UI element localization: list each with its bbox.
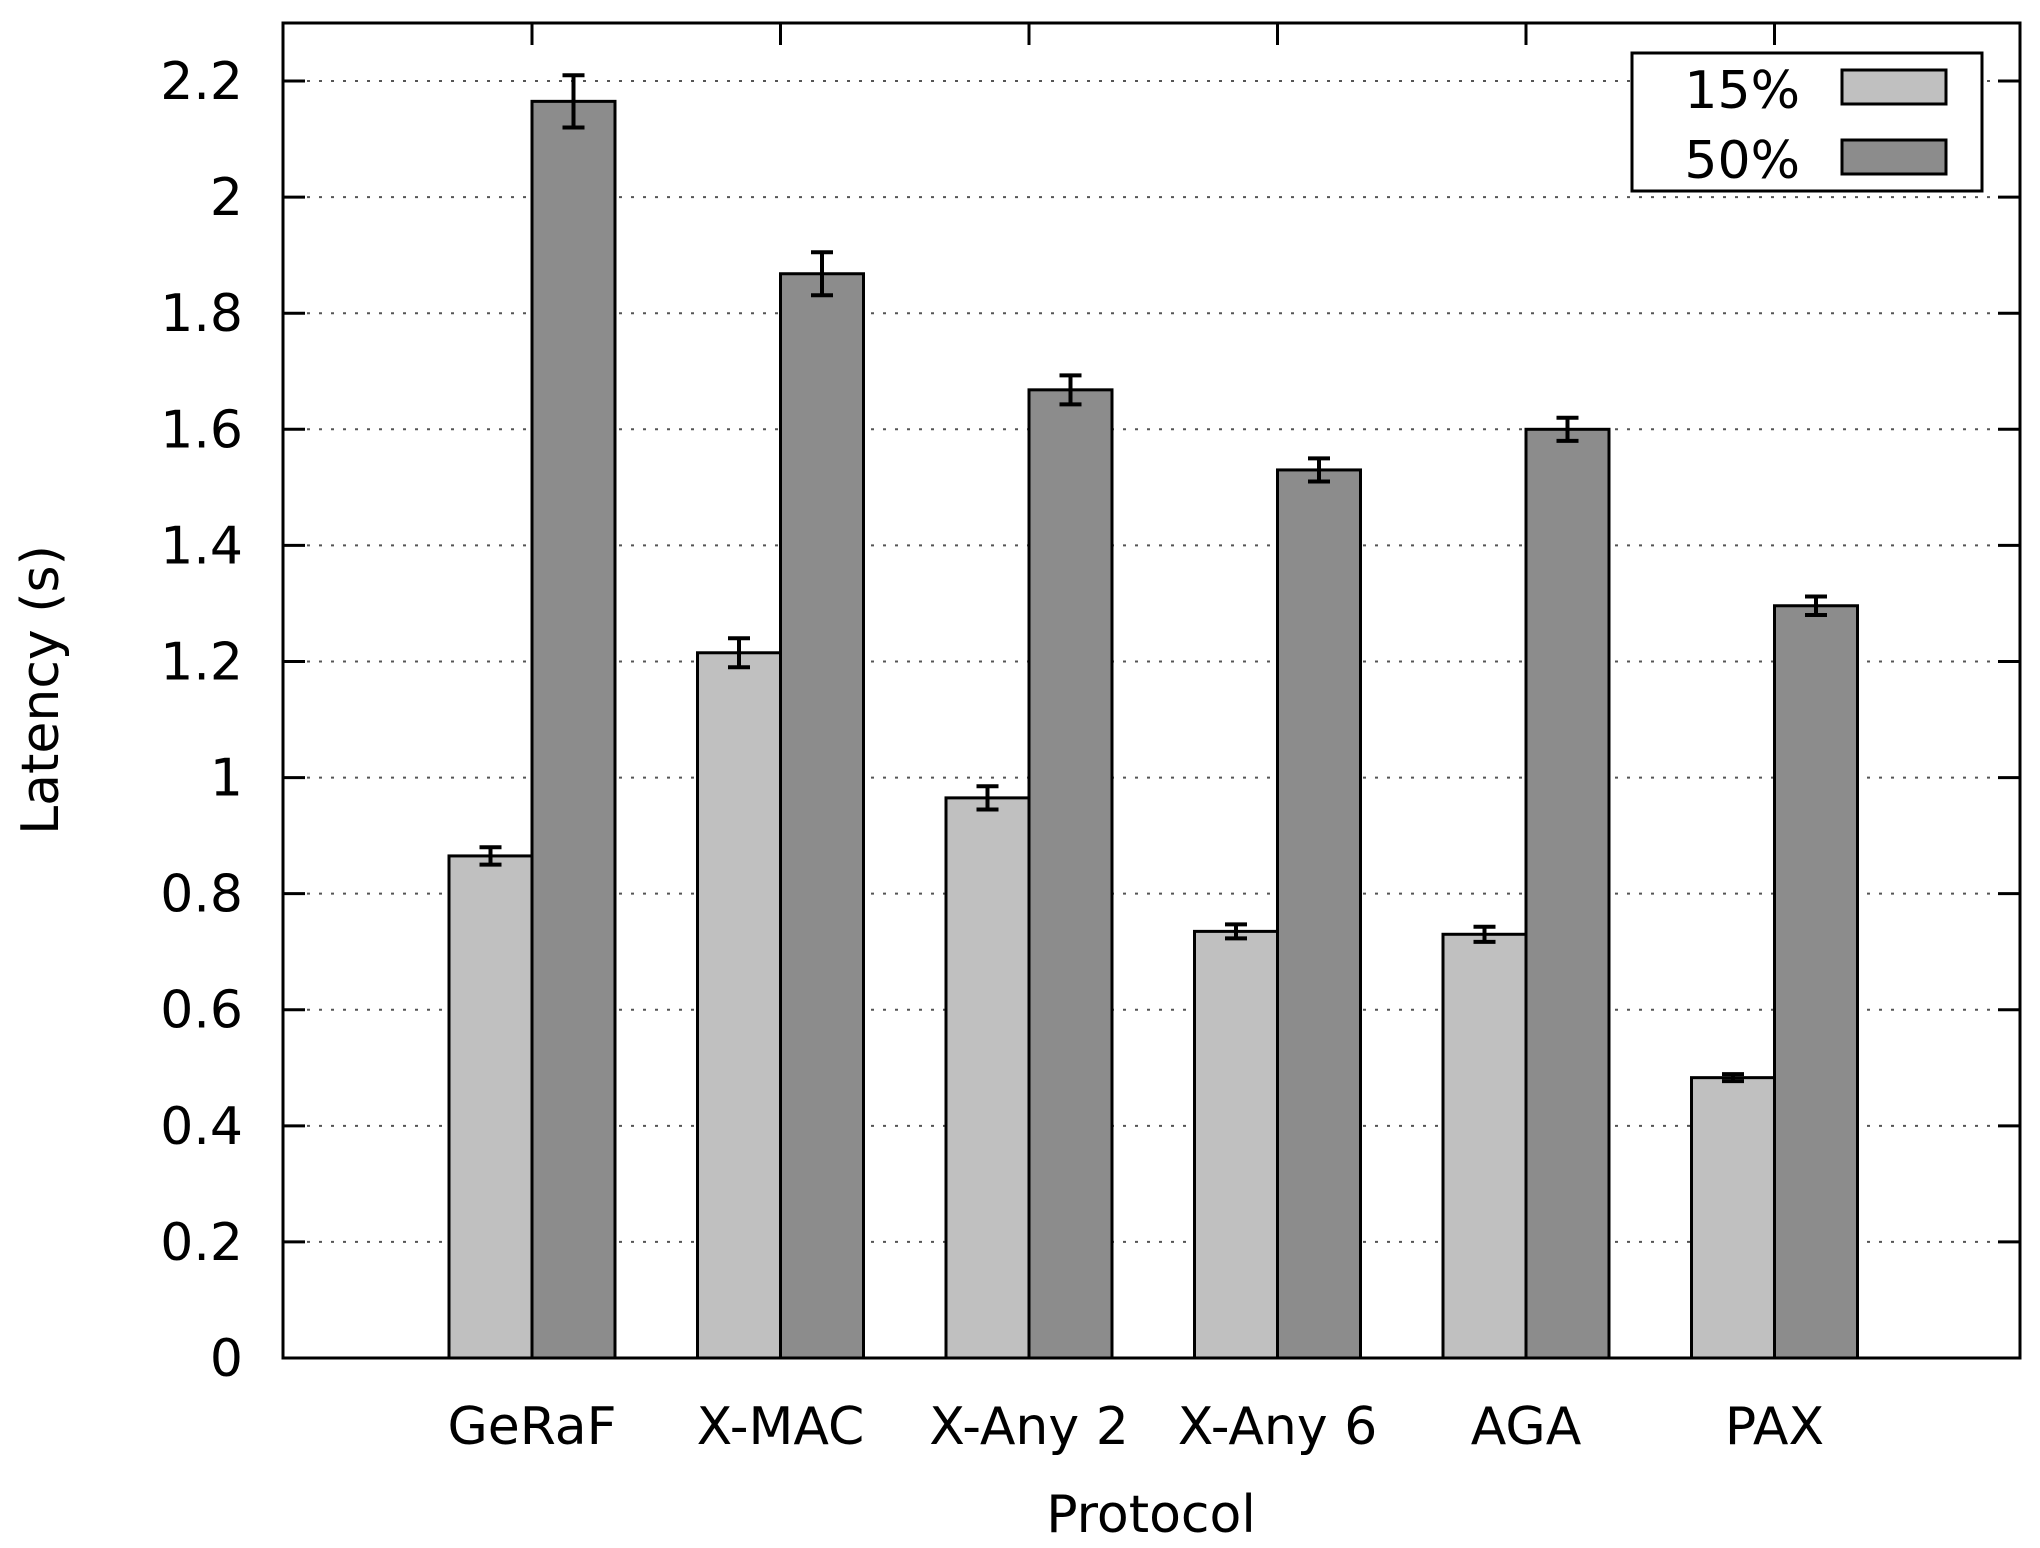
y-tick-label: 0.4 <box>160 1097 243 1157</box>
bar-geraf-15pct <box>447 854 534 1360</box>
y-tick-labels: 0 0.2 0.4 0.6 0.8 1 1.2 1.4 1.6 1.8 2 2.2 <box>160 52 243 1389</box>
bar-x-mac-50pct <box>779 272 865 1360</box>
x-tick-label: X-MAC <box>697 1397 865 1457</box>
x-tick-label: X-Any 2 <box>929 1397 1129 1457</box>
y-tick-label: 1.2 <box>160 632 243 692</box>
bar-geraf-50pct <box>530 99 617 1360</box>
bar-aga-15pct <box>1441 932 1528 1360</box>
bar-x-any-6-15pct <box>1193 929 1279 1360</box>
y-tick-label: 1.4 <box>160 516 243 576</box>
y-axis-label: Latency (s) <box>11 545 71 835</box>
legend-swatch-50 <box>1840 138 1948 176</box>
x-tick-labels: GeRaF X-MAC X-Any 2 X-Any 6 AGA PAX <box>447 1397 1824 1457</box>
x-tick-label: AGA <box>1471 1397 1582 1457</box>
legend-label-15: 15% <box>1684 61 1800 121</box>
bar-x-any-2-50pct <box>1027 388 1114 1360</box>
legend: 15% 50% <box>1630 51 1984 193</box>
plot-frame <box>281 21 2022 1360</box>
bar-x-mac-15pct <box>696 651 782 1360</box>
y-tick-label: 1.8 <box>160 284 243 344</box>
y-tick-label: 0 <box>210 1329 243 1389</box>
legend-label-50: 50% <box>1684 131 1800 191</box>
bar-pax-15pct <box>1690 1076 1776 1360</box>
bar-pax-50pct <box>1773 604 1859 1360</box>
bar-x-any-2-15pct <box>944 796 1031 1360</box>
legend-swatch-15 <box>1840 68 1948 106</box>
bar-x-any-6-50pct <box>1276 468 1362 1360</box>
y-tick-label: 1.6 <box>160 400 243 460</box>
y-tick-label: 1 <box>210 749 243 809</box>
y-tick-label: 0.8 <box>160 865 243 925</box>
y-tick-label: 2 <box>210 168 243 228</box>
bar-aga-50pct <box>1524 427 1611 1360</box>
x-tick-label: PAX <box>1725 1397 1824 1457</box>
x-axis-label: Protocol <box>1046 1485 1256 1545</box>
bars <box>447 99 1859 1360</box>
x-tick-label: X-Any 6 <box>1178 1397 1378 1457</box>
y-tick-label: 0.6 <box>160 981 243 1041</box>
y-tick-label: 0.2 <box>160 1213 243 1273</box>
y-tick-label: 2.2 <box>160 52 243 112</box>
error-bars <box>479 73 1827 1084</box>
x-tick-label: GeRaF <box>447 1397 616 1457</box>
